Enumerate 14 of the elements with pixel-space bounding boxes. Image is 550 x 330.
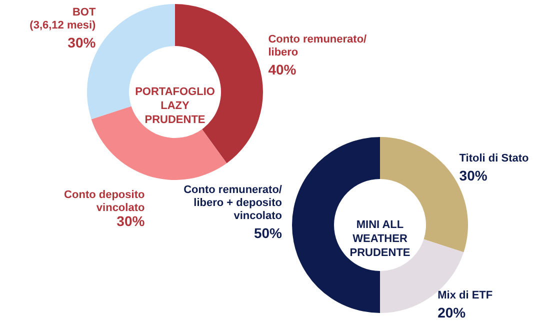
text: MINI ALL WEATHER PRUDENTE xyxy=(350,219,410,259)
data-label: 30% xyxy=(116,213,146,230)
data-label: 30% xyxy=(68,34,96,50)
text: PORTAFOGLIO LAZY PRUDENTE xyxy=(135,86,216,126)
slice-label: Mix di ETF xyxy=(438,289,493,302)
data-label: 50% xyxy=(254,225,283,241)
slice-label: BOT (3,6,12 mesi) xyxy=(30,6,96,32)
slice-label: Conto deposito vincolato xyxy=(64,189,145,214)
slice-label: Conto remunerato/ libero + deposito vincolato xyxy=(184,184,282,222)
slice-label: Conto remunerato/ libero xyxy=(268,34,367,59)
data-label: 30% xyxy=(459,167,488,184)
slice-label: Titoli di Stato xyxy=(459,152,530,164)
data-label: 40% xyxy=(268,62,297,78)
data-label: 20% xyxy=(438,304,466,320)
